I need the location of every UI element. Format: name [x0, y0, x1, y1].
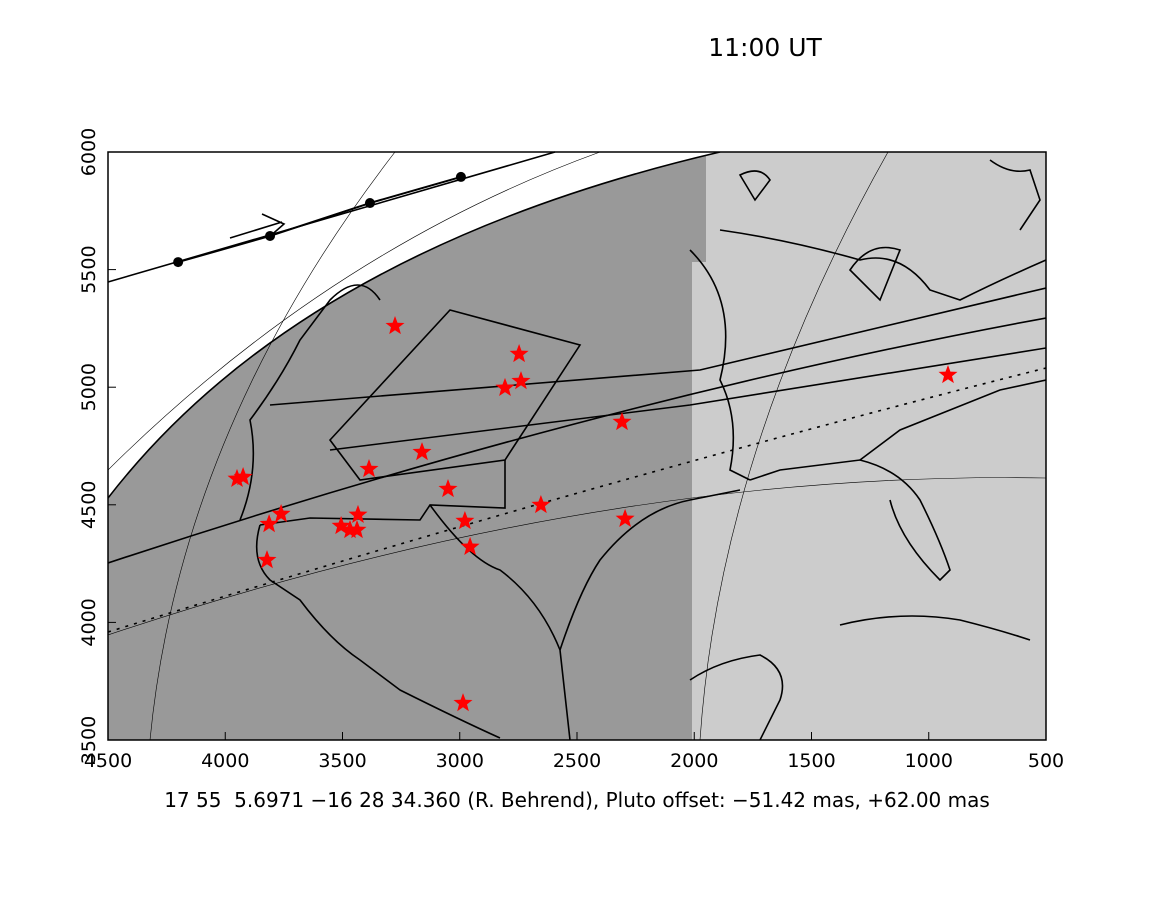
star-marker	[612, 412, 632, 431]
x-tick-label: 500	[1028, 750, 1064, 772]
x-axis-label: 17 55 5.6971 −16 28 34.360 (R. Behrend),…	[164, 788, 990, 812]
star-marker	[257, 550, 277, 569]
star-marker	[233, 467, 253, 486]
dot-marker	[173, 257, 184, 268]
y-tick-label: 5000	[78, 363, 100, 411]
y-tick-label: 4500	[78, 481, 100, 529]
y-tick-label: 3500	[78, 716, 100, 764]
x-tick-label: 3500	[318, 750, 366, 772]
dot-marker	[265, 230, 276, 241]
star-marker	[455, 511, 475, 530]
star-marker	[347, 520, 367, 539]
star-marker	[615, 508, 635, 527]
star-marker	[460, 536, 480, 555]
x-tick-label: 1500	[787, 750, 835, 772]
x-tick-label: 2000	[670, 750, 718, 772]
x-tick-label: 1000	[905, 750, 953, 772]
x-tick-label: 2500	[553, 750, 601, 772]
dot-marker	[455, 171, 466, 182]
star-marker	[227, 468, 247, 487]
star-marker	[259, 514, 279, 533]
star-marker	[385, 316, 405, 335]
x-tick-label: 4500	[84, 750, 132, 772]
star-marker	[438, 479, 458, 498]
star-marker	[509, 344, 529, 363]
dot-marker	[364, 198, 375, 209]
star-marker	[348, 504, 368, 523]
y-tick-label: 6000	[78, 128, 100, 176]
x-tick-label: 3000	[436, 750, 484, 772]
y-tick-label: 4000	[78, 598, 100, 646]
star-marker	[412, 442, 432, 461]
x-tick-label: 4000	[201, 750, 249, 772]
star-marker	[453, 693, 473, 712]
chart-title: 11:00 UT	[708, 33, 822, 62]
star-marker	[271, 504, 291, 523]
star-marker	[331, 516, 351, 535]
star-marker	[531, 495, 551, 514]
y-tick-label: 5500	[78, 245, 100, 293]
star-marker	[938, 365, 958, 384]
star-marker	[495, 377, 515, 396]
map-background	[108, 152, 1046, 740]
star-marker	[511, 371, 531, 390]
star-marker	[359, 459, 379, 478]
star-marker	[340, 520, 360, 539]
track	[177, 175, 462, 264]
